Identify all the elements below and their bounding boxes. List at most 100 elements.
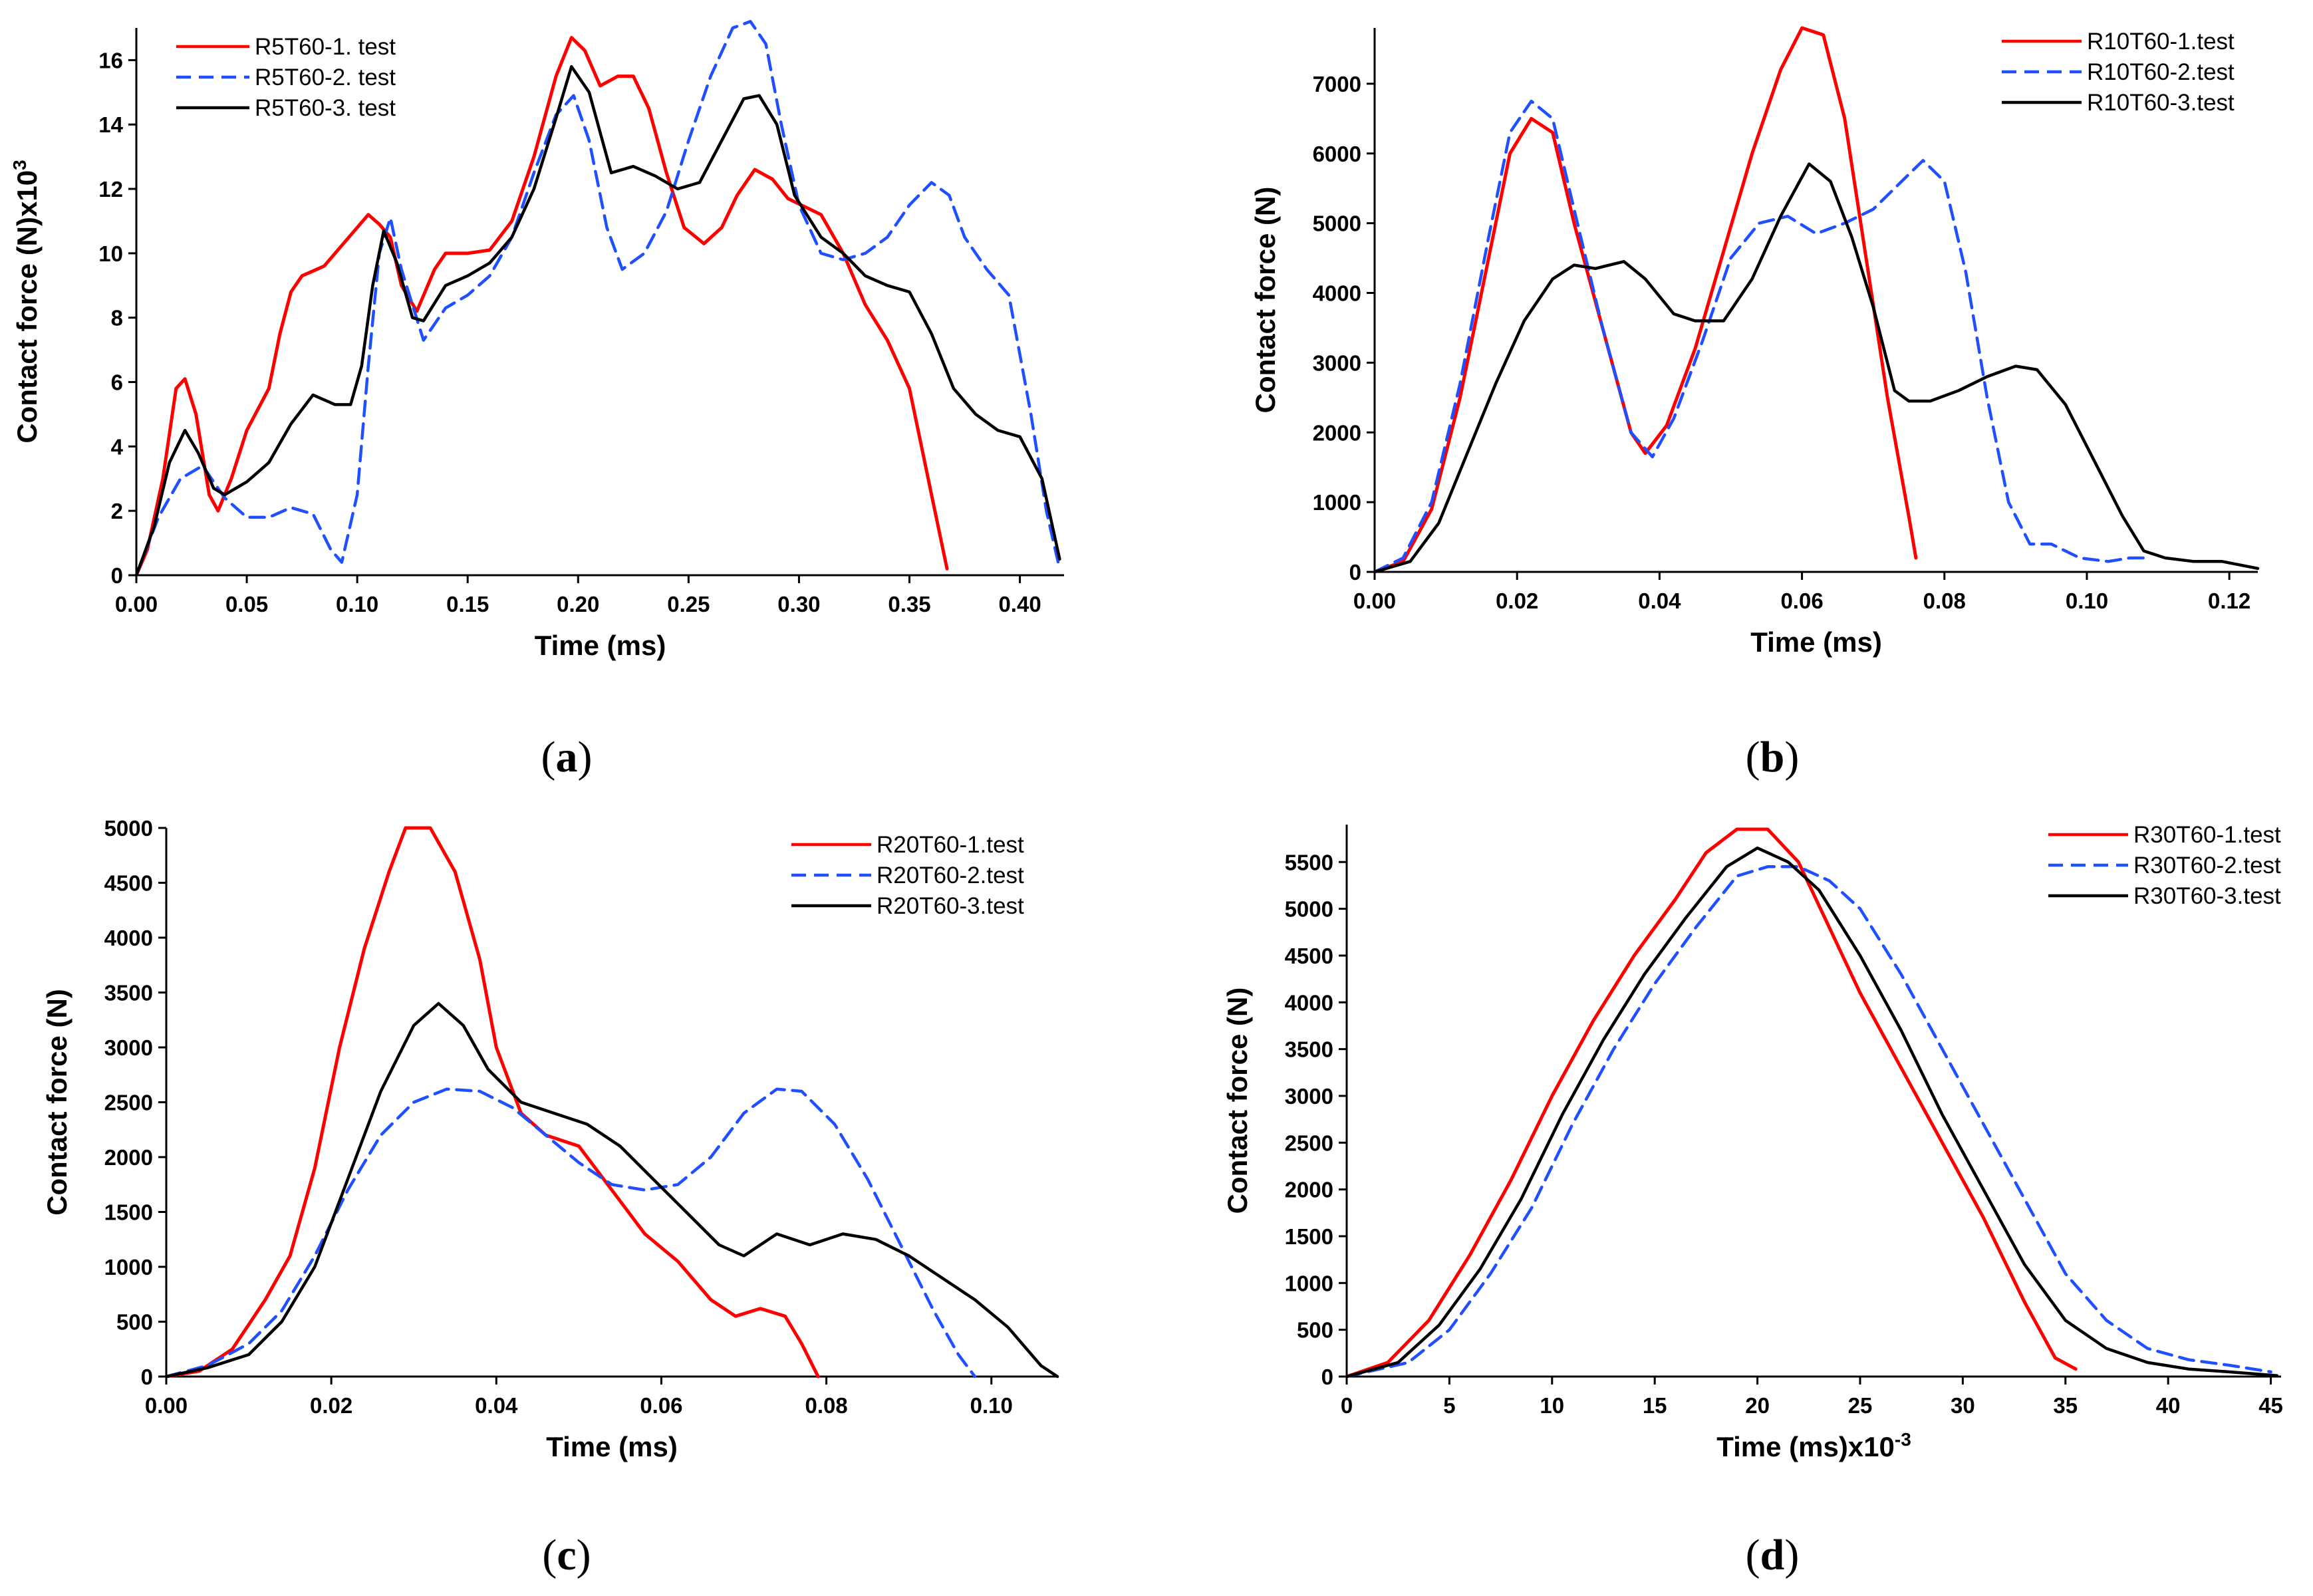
series-line-1 (164, 826, 820, 1379)
legend-entry: R20T60-3.test (877, 893, 1024, 919)
x-tick-label: 0.15 (446, 592, 489, 616)
x-tick-label: 25 (1848, 1393, 1873, 1418)
x-tick-label: 0.25 (667, 592, 710, 616)
y-tick-label: 0 (1321, 1365, 1333, 1389)
legend-entry: R5T60-1. test (255, 34, 396, 60)
series-line-2 (1373, 99, 2153, 574)
legend: R30T60-1.test R30T60-2.test R30T60-3.test (2048, 822, 2281, 909)
x-tick-label: 0.02 (1496, 589, 1538, 613)
x-tick-label: 0.06 (640, 1393, 682, 1418)
x-tick-label: 0.00 (115, 592, 158, 616)
chart-panel-a: 0.00 0.05 0.10 0.15 0.20 0.25 0.30 0.35 0.40 0 2 4 6… (9, 20, 1064, 781)
panel-caption-letter: b (1760, 733, 1785, 781)
y-tick-label: 3500 (104, 981, 153, 1005)
legend-entry: R10T60-1.test (2087, 29, 2235, 55)
y-tick-label: 500 (1297, 1318, 1333, 1343)
y-tick-label: 4500 (1285, 944, 1333, 968)
legend-entry: R10T60-2.test (2087, 59, 2235, 85)
y-tick-label: 4000 (1285, 990, 1333, 1015)
y-tick-label: 0 (111, 563, 123, 588)
x-tick-label: 0.04 (475, 1393, 518, 1418)
x-tick-label: 0.10 (970, 1393, 1013, 1418)
x-tick-label: 0.00 (1353, 589, 1396, 613)
y-tick-label: 7000 (1313, 72, 1361, 96)
x-tick-label: 0 (1341, 1393, 1353, 1418)
x-tick-label: 0.40 (998, 592, 1041, 616)
y-axis-label-exponent: 3 (9, 160, 30, 170)
panel-caption: (a) (541, 733, 593, 781)
x-tick-label: 0.02 (310, 1393, 352, 1418)
y-tick-label: 5500 (1285, 850, 1333, 874)
y-tick-label: 16 (98, 48, 123, 72)
x-tick-label: 5 (1443, 1393, 1455, 1418)
y-tick-label: 6000 (1313, 142, 1361, 166)
x-tick-label: 0.05 (225, 592, 268, 616)
y-tick-label: 5000 (1313, 211, 1361, 236)
y-tick-label: 10 (98, 241, 123, 266)
y-tick-label: 1500 (104, 1200, 153, 1225)
x-tick-label: 0.10 (336, 592, 378, 616)
x-tick-label: 0.12 (2208, 589, 2250, 613)
y-tick-label: 2500 (104, 1091, 153, 1115)
chart-panel-b: 0.00 0.02 0.04 0.06 0.08 0.10 0.12 0 1000 2000 300… (1250, 26, 2260, 781)
panel-caption: (c) (542, 1531, 591, 1579)
x-tick-label: 0.04 (1638, 589, 1681, 613)
panel-caption: (b) (1746, 733, 1800, 781)
legend-entry: R20T60-2.test (877, 863, 1024, 888)
y-tick-label: 2 (111, 499, 123, 523)
y-tick-label: 2500 (1285, 1130, 1333, 1155)
y-tick-label: 1000 (1285, 1271, 1333, 1295)
x-tick-label: 0.08 (1923, 589, 1966, 613)
panel-caption: (d) (1746, 1531, 1800, 1579)
legend-entry: R5T60-2. test (255, 65, 396, 90)
panel-caption-letter: c (557, 1531, 576, 1579)
y-tick-label: 1000 (104, 1255, 153, 1279)
y-tick-label: 3000 (1313, 350, 1361, 375)
series-line-1 (1373, 26, 1918, 574)
legend-entry: R30T60-1.test (2133, 822, 2281, 848)
y-axis-label: Contact force (N)x103 (9, 160, 43, 443)
y-tick-label: 3000 (1285, 1084, 1333, 1109)
y-tick-label: 4500 (104, 871, 153, 896)
series-line-3 (164, 1001, 1059, 1379)
y-tick-label: 0 (141, 1365, 153, 1389)
x-axis-label: Time (ms)x10-3 (1716, 1429, 1911, 1462)
y-tick-label: 4000 (1313, 281, 1361, 306)
y-tick-label: 8 (111, 306, 123, 331)
x-tick-label: 35 (2053, 1393, 2078, 1418)
x-tick-label: 0.10 (2066, 589, 2108, 613)
x-axis-label: Time (ms) (1750, 626, 1882, 658)
x-tick-label: 0.00 (145, 1393, 188, 1418)
y-tick-label: 4000 (104, 926, 153, 950)
x-tick-label: 15 (1643, 1393, 1667, 1418)
x-axis-label: Time (ms) (535, 630, 666, 661)
y-tick-label: 5000 (104, 816, 153, 841)
x-axis-label: Time (ms) (546, 1431, 678, 1462)
x-tick-label: 20 (1745, 1393, 1770, 1418)
series-line-2 (134, 20, 1061, 577)
legend-entry: R30T60-2.test (2133, 853, 2281, 878)
panel-caption-letter: d (1760, 1531, 1785, 1579)
y-tick-label: 14 (98, 112, 123, 137)
legend-entry: R30T60-3.test (2133, 883, 2281, 909)
x-tick-label: 0.35 (888, 592, 930, 616)
y-tick-label: 1000 (1313, 490, 1361, 515)
x-tick-label: 10 (1540, 1393, 1564, 1418)
x-tick-label: 0.30 (777, 592, 820, 616)
chart-panel-c: 0.00 0.02 0.04 0.06 0.08 0.10 0 500 1000 1500 2000… (41, 816, 1059, 1579)
legend-entry: R20T60-1.test (877, 832, 1024, 858)
x-tick-label: 0.20 (557, 592, 599, 616)
series-line-2 (1345, 865, 2272, 1379)
series-line-1 (134, 36, 949, 577)
y-axis-label: Contact force (N) (41, 989, 72, 1216)
y-tick-label: 3500 (1285, 1037, 1333, 1062)
series-line-3 (1373, 162, 2260, 574)
series-line-2 (164, 1087, 977, 1379)
y-axis-label: Contact force (N) (1222, 988, 1253, 1214)
y-tick-label: 12 (98, 177, 123, 201)
y-tick-label: 2000 (104, 1145, 153, 1170)
series-line-3 (134, 65, 1061, 577)
x-tick-label: 30 (1951, 1393, 1975, 1418)
panel-caption-letter: a (556, 733, 578, 781)
